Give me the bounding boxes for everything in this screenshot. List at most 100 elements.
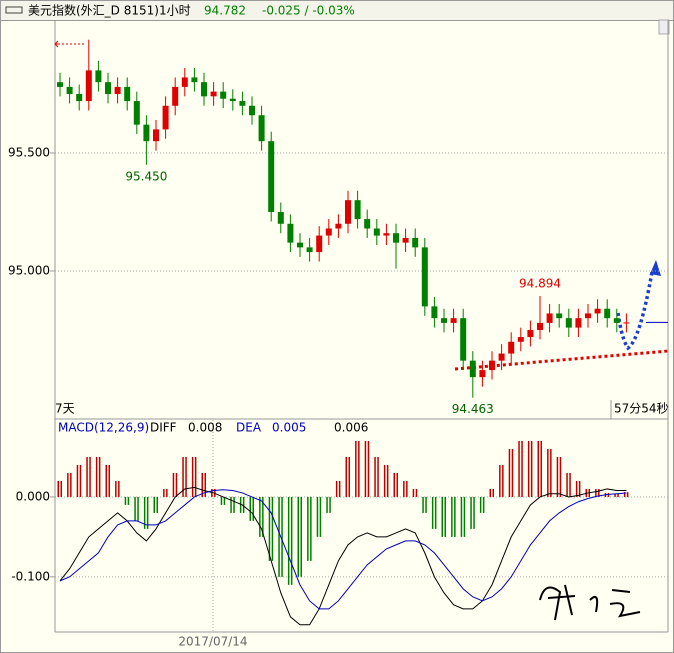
macd-bar xyxy=(460,496,463,537)
candle-body xyxy=(239,101,246,106)
macd-bar xyxy=(415,488,418,497)
macd-bar xyxy=(124,496,127,505)
macd-bar xyxy=(607,492,610,497)
macd-bar xyxy=(70,472,72,497)
candle-body xyxy=(133,101,140,125)
macd-bar xyxy=(383,464,386,497)
y-tick-label: 95.000 xyxy=(8,263,50,277)
macd-bar xyxy=(329,496,331,513)
candle-body xyxy=(450,318,457,323)
macd-bar xyxy=(335,480,338,497)
candle-body xyxy=(249,105,255,116)
macd-bar xyxy=(345,456,347,497)
macd-bar xyxy=(319,496,322,537)
candle-body xyxy=(268,141,275,212)
legend-label: DEA xyxy=(236,421,262,435)
macd-bar xyxy=(307,496,309,561)
macd-bar xyxy=(518,440,520,497)
macd-bar xyxy=(386,464,389,497)
macd-bar xyxy=(316,496,319,537)
macd-bar xyxy=(578,480,581,497)
indicator-title: MACD(12,26,9) xyxy=(58,421,149,435)
macd-bar xyxy=(358,440,360,497)
candle-body xyxy=(546,313,553,323)
macd-bar xyxy=(310,496,312,561)
macd-bar xyxy=(511,448,514,497)
macd-bar xyxy=(412,488,415,497)
candle-body xyxy=(537,322,543,330)
annotation: 95.450 xyxy=(125,169,167,183)
macd-bar xyxy=(86,456,88,497)
macd-bar xyxy=(595,488,597,497)
annotation: 94.894 xyxy=(519,276,561,290)
macd-bar xyxy=(451,496,453,537)
macd-bar xyxy=(598,488,600,497)
macd-bar xyxy=(547,448,549,497)
candle-body xyxy=(181,77,188,87)
macd-bar xyxy=(444,496,446,537)
candle-body xyxy=(383,233,390,236)
macd-bar xyxy=(95,456,98,497)
macd-bar xyxy=(425,496,427,513)
candle-body xyxy=(345,200,351,224)
legend-value: 0.008 xyxy=(188,421,222,435)
macd-bar xyxy=(239,496,242,513)
candle-body xyxy=(85,70,92,102)
candle-body xyxy=(565,318,572,328)
macd-bar xyxy=(403,480,405,497)
candle-body xyxy=(114,86,121,94)
candle-body xyxy=(76,93,83,102)
macd-bar xyxy=(348,456,350,497)
macd-bar xyxy=(252,496,254,521)
candle-body xyxy=(354,200,361,220)
macd-bar xyxy=(300,496,302,577)
macd-bar xyxy=(290,496,293,585)
candle-body xyxy=(316,235,323,253)
candle-body xyxy=(604,308,611,319)
candle-body xyxy=(421,247,428,307)
candle-body xyxy=(162,105,169,130)
macd-bar xyxy=(89,456,91,497)
candle-body xyxy=(402,237,409,243)
y-tick-label: -0.100 xyxy=(11,569,50,583)
candle-body xyxy=(479,370,486,378)
macd-bar xyxy=(79,464,82,497)
candle-body xyxy=(153,129,159,142)
macd-bar xyxy=(230,496,232,513)
icon xyxy=(5,6,23,14)
macd-bar xyxy=(220,496,223,505)
macd-bar xyxy=(559,456,562,497)
candle-body xyxy=(191,77,198,83)
macd-bar xyxy=(374,456,376,497)
macd-bar xyxy=(355,440,357,497)
macd-bar xyxy=(108,464,110,497)
candle-body xyxy=(297,242,303,248)
candle-body xyxy=(431,306,438,319)
macd-bar xyxy=(527,440,530,497)
candle-body xyxy=(325,228,332,236)
scroll-button[interactable] xyxy=(658,19,670,35)
macd-bar xyxy=(201,472,203,497)
candle-body xyxy=(335,223,342,229)
macd-bar xyxy=(172,472,175,497)
macd-bar xyxy=(297,496,299,577)
macd-bar xyxy=(76,464,79,497)
forecast-arrow xyxy=(616,271,654,351)
macd-bar xyxy=(569,472,571,497)
macd-bar xyxy=(278,496,280,577)
candle-body xyxy=(373,228,380,236)
candle-body xyxy=(469,360,476,378)
macd-bar xyxy=(143,496,146,529)
macd-bar xyxy=(105,464,107,497)
candle-body xyxy=(594,308,601,314)
countdown: 57分54秒 xyxy=(614,402,669,416)
macd-bar xyxy=(473,496,475,529)
macd-bar xyxy=(550,448,552,497)
candle-body xyxy=(393,233,399,243)
macd-bar xyxy=(364,440,367,497)
macd-bar xyxy=(146,496,149,529)
candle-body xyxy=(460,318,467,361)
macd-bar xyxy=(57,480,59,497)
macd-bar xyxy=(127,496,130,505)
